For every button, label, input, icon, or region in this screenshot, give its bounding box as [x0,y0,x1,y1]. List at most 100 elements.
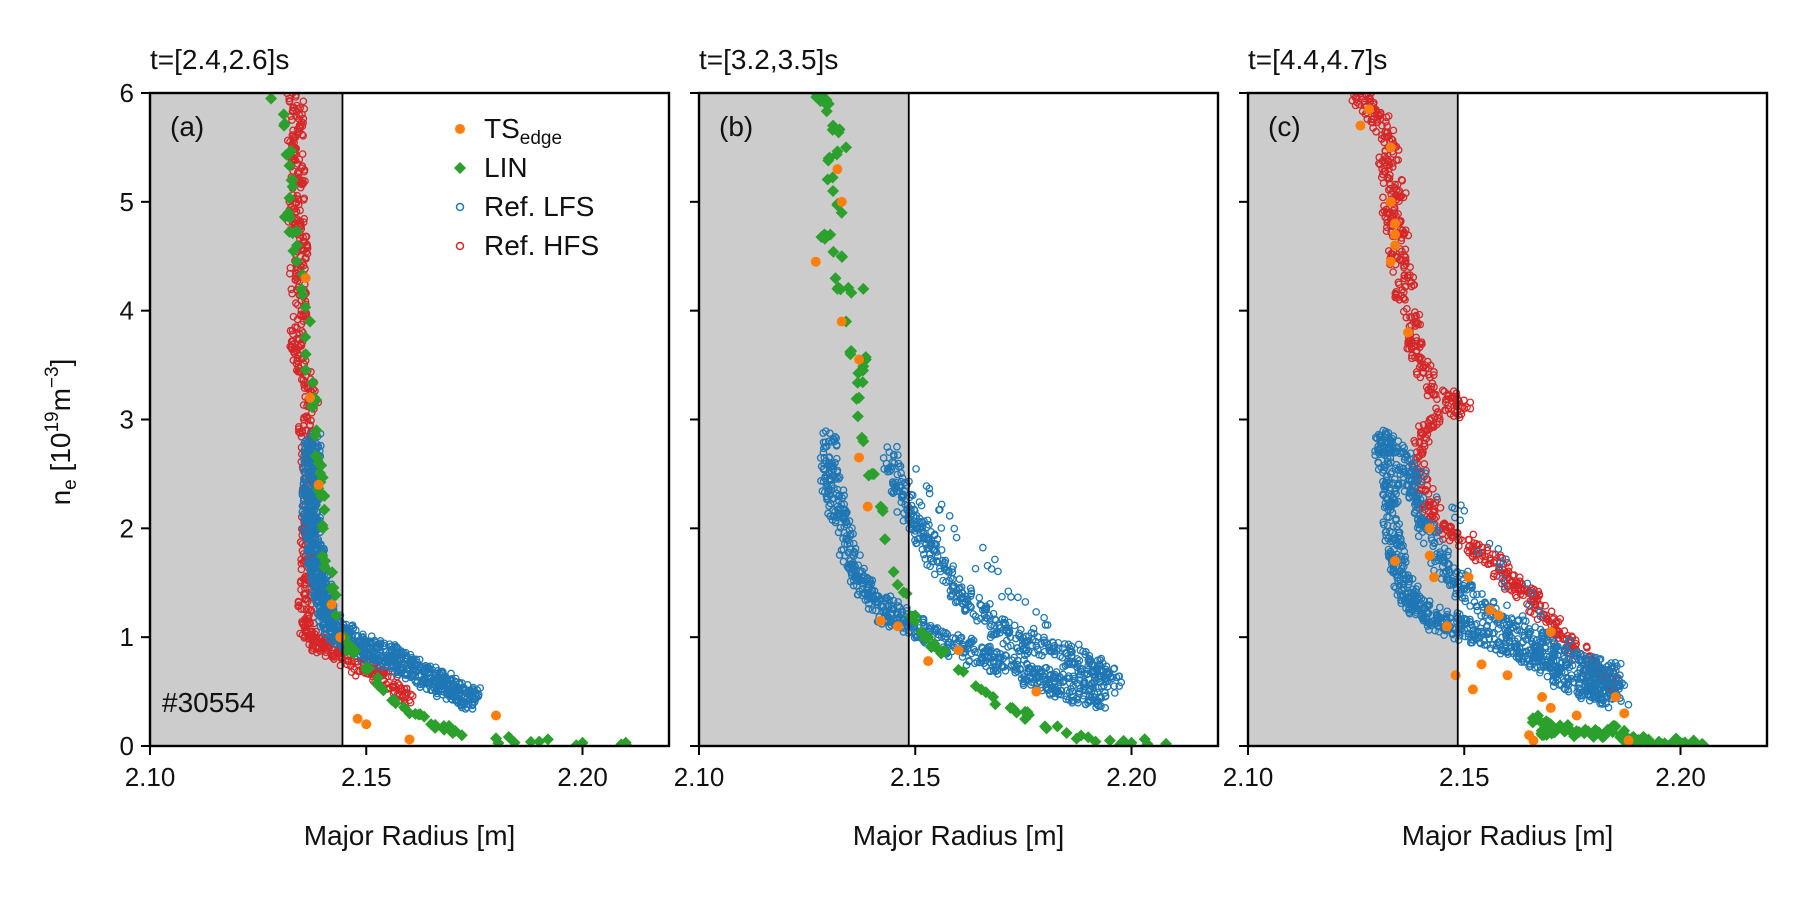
ref-lfs-point [1021,651,1029,660]
ref-lfs-point [1084,686,1093,695]
ref-lfs-point [305,545,314,554]
ref-lfs-point [1384,549,1393,558]
ref-lfs-point [1457,501,1465,510]
legend-lin-marker [454,162,466,174]
ref-lfs-point [1417,477,1426,486]
ref-lfs-point [1069,672,1078,681]
ref-lfs-point [943,630,952,638]
ref-lfs-point [303,508,312,516]
ref-lfs-point [1040,613,1048,622]
ref-lfs-point [998,592,1006,601]
ref-hfs-point [1392,290,1400,299]
lin-point [829,272,842,285]
ref-hfs-point [1422,427,1431,435]
ref-lfs-point [435,674,444,682]
ref-hfs-point [306,421,314,429]
ref-lfs-point [476,684,485,692]
ref-lfs-point [995,624,1004,632]
ref-hfs-point [1430,382,1438,391]
ref-lfs-point [1065,674,1074,683]
ref-lfs-point [1075,687,1084,696]
ref-lfs-point [919,614,927,623]
ref-lfs-point [1379,426,1388,435]
ref-hfs-point [1481,552,1490,561]
ref-lfs-point [944,652,953,661]
ref-lfs-point [994,567,1002,576]
ref-hfs-point [1351,93,1360,102]
ts-edge-point [810,256,821,267]
lin-point [857,282,870,295]
lin-point [360,663,373,676]
ref-hfs-point [290,138,298,147]
ref-hfs-point [306,633,314,642]
ref-lfs-point [1393,591,1402,599]
ref-hfs-point [288,289,297,298]
ref-hfs-point [1363,115,1372,123]
lin-point [283,192,296,205]
ref-lfs-point [982,656,990,665]
ref-hfs-point [1397,256,1405,265]
ref-lfs-point [931,540,940,548]
ref-lfs-point [1016,665,1025,674]
ref-lfs-point [327,619,336,627]
lin-point [314,489,327,502]
ref-hfs-point [1445,536,1454,545]
lin-point [1141,738,1154,746]
ref-hfs-point [1432,404,1440,413]
plot-area [809,93,1173,746]
ref-lfs-point [1473,590,1481,599]
ref-hfs-point [1377,135,1386,143]
ref-lfs-point [819,448,828,457]
ref-lfs-point [899,516,908,525]
ref-lfs-point [993,670,1002,678]
ref-lfs-point [312,593,321,602]
ref-lfs-point [912,523,920,531]
ref-lfs-point [468,700,477,709]
ref-lfs-point [1042,663,1051,672]
lin-point [822,152,835,165]
ref-lfs-point [1066,647,1075,656]
ref-hfs-point [302,605,311,614]
ref-hfs-point [1495,566,1504,575]
lin-point [952,663,965,676]
ref-lfs-point [823,471,831,480]
ref-lfs-point [937,524,946,532]
ref-lfs-point [1502,555,1510,564]
ref-lfs-point [448,685,457,694]
ref-lfs-point [1062,649,1071,658]
ref-lfs-point [1404,467,1413,476]
ref-hfs-point [1460,404,1469,413]
ref-lfs-point [927,527,935,536]
ref-lfs-point [1101,704,1110,712]
ref-lfs-point [888,605,897,614]
ref-lfs-point [1097,694,1106,702]
ref-lfs-point [950,524,959,533]
ref-hfs-point [289,126,297,135]
ref-lfs-point [986,622,995,631]
ref-hfs-point [286,326,295,335]
ref-hfs-point [1389,126,1398,135]
lin-point [1113,738,1126,746]
ref-lfs-point [1538,629,1546,638]
lin-point [1039,720,1051,733]
ref-lfs-point [1066,679,1074,688]
ref-hfs-point [299,131,308,140]
ref-hfs-point [303,249,312,258]
ref-hfs-point [295,428,303,436]
ref-lfs-point [374,655,383,663]
lin-point [329,609,342,622]
ref-lfs-point [308,558,317,567]
ref-lfs-point [302,446,311,455]
ref-lfs-point [835,551,844,559]
lin-point [576,736,589,746]
ref-hfs-point [1412,317,1421,326]
lin-point [1089,735,1102,746]
ref-hfs-point [1404,271,1412,280]
ref-hfs-point [1401,245,1410,254]
ts-edge-point [491,710,501,721]
ref-lfs-point [1023,660,1032,669]
ref-lfs-point [310,472,318,481]
lin-point [306,376,319,389]
